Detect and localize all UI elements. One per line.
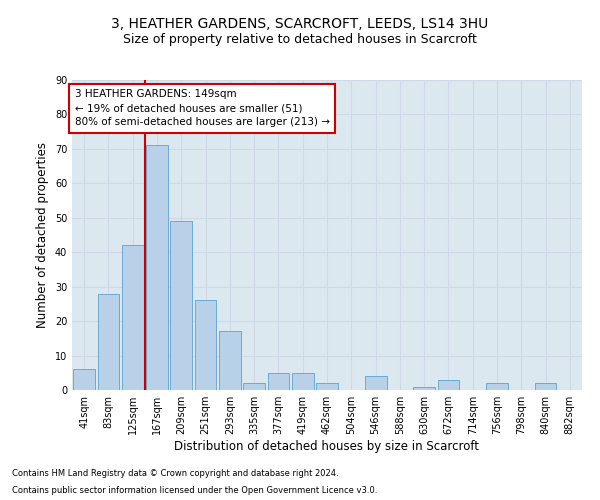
Y-axis label: Number of detached properties: Number of detached properties	[36, 142, 49, 328]
Bar	[268, 373, 289, 390]
Bar	[437, 380, 460, 390]
Text: Size of property relative to detached houses in Scarcroft: Size of property relative to detached ho…	[123, 32, 477, 46]
Bar	[122, 246, 143, 390]
Bar	[316, 383, 338, 390]
Bar	[194, 300, 217, 390]
Bar	[73, 370, 95, 390]
Bar	[219, 332, 241, 390]
X-axis label: Distribution of detached houses by size in Scarcroft: Distribution of detached houses by size …	[175, 440, 479, 453]
Text: 3, HEATHER GARDENS, SCARCROFT, LEEDS, LS14 3HU: 3, HEATHER GARDENS, SCARCROFT, LEEDS, LS…	[112, 18, 488, 32]
Bar	[486, 383, 508, 390]
Text: Contains HM Land Registry data © Crown copyright and database right 2024.: Contains HM Land Registry data © Crown c…	[12, 468, 338, 477]
Bar	[146, 146, 168, 390]
Text: Contains public sector information licensed under the Open Government Licence v3: Contains public sector information licen…	[12, 486, 377, 495]
Text: 3 HEATHER GARDENS: 149sqm
← 19% of detached houses are smaller (51)
80% of semi-: 3 HEATHER GARDENS: 149sqm ← 19% of detac…	[74, 90, 329, 128]
Bar	[170, 221, 192, 390]
Bar	[535, 383, 556, 390]
Bar	[97, 294, 119, 390]
Bar	[413, 386, 435, 390]
Bar	[243, 383, 265, 390]
Bar	[365, 376, 386, 390]
Bar	[292, 373, 314, 390]
